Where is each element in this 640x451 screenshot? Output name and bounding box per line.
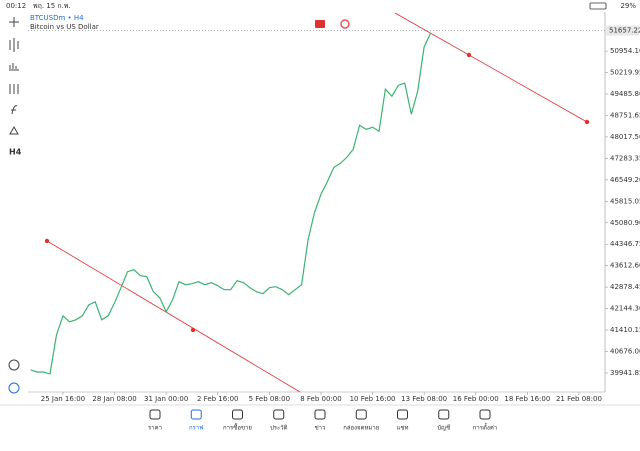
nav-icon[interactable]	[232, 409, 243, 420]
last-price-box	[606, 25, 639, 36]
nav-icon[interactable]	[149, 409, 161, 420]
nav-icon[interactable]	[273, 409, 285, 420]
y-tick-label: 39941.85	[610, 369, 640, 377]
y-tick-label: 43612.60	[610, 262, 640, 270]
nav-icon[interactable]	[438, 409, 450, 420]
trend-line[interactable]	[46, 240, 301, 393]
trend-lines	[44, 12, 590, 393]
chart-subtitle: Bitcoin vs US Dollar	[30, 23, 99, 31]
x-tick-label: 2 Feb 16:00	[197, 395, 238, 403]
y-tick-label: 42878.45	[610, 283, 640, 291]
trade-icon[interactable]	[315, 20, 325, 28]
alert-icon[interactable]	[340, 19, 350, 29]
nav-label[interactable]: แชท	[397, 425, 409, 432]
last-price-label: 51657.22	[609, 27, 640, 35]
battery-icon	[589, 2, 607, 10]
x-tick-label: 10 Feb 16:00	[350, 395, 396, 403]
trend-line[interactable]	[394, 12, 588, 123]
trend-point[interactable]	[190, 327, 196, 333]
status-date: พฤ. 15 ก.พ.	[33, 2, 71, 10]
y-tick-label: 44346.75	[610, 240, 640, 248]
x-tick-label: 8 Feb 00:00	[300, 395, 341, 403]
price-line	[30, 32, 432, 375]
trend-point[interactable]	[44, 238, 50, 244]
nav-label[interactable]: การตั้งค่า	[473, 422, 497, 432]
trend-point[interactable]	[466, 52, 472, 58]
x-tick-label: 18 Feb 16:00	[504, 395, 550, 403]
y-tick-label: 48017.50	[610, 133, 640, 141]
x-tick-label: 25 Jan 16:00	[41, 395, 85, 403]
nav-label[interactable]: กล่องจดหมาย	[343, 425, 379, 432]
nav-icon[interactable]	[479, 409, 491, 420]
x-tick-label: 21 Feb 08:00	[556, 395, 602, 403]
y-tick-label: 47283.35	[610, 154, 640, 162]
y-tick-label: 42144.30	[610, 305, 640, 313]
y-tick-label: 49485.80	[610, 90, 640, 98]
objects-tool[interactable]	[9, 125, 19, 135]
status-time: 00:12	[6, 2, 26, 10]
x-tick-label: 13 Feb 08:00	[401, 395, 447, 403]
nav-icon[interactable]	[190, 409, 202, 420]
settings-tool[interactable]	[9, 84, 19, 94]
x-tick-label: 16 Feb 00:00	[453, 395, 499, 403]
y-tick-label: 48751.65	[610, 111, 640, 119]
y-tick-label: 45080.90	[610, 219, 640, 227]
nav-icon[interactable]	[314, 409, 326, 420]
y-tick-label: 50219.95	[610, 69, 640, 77]
x-tick-label: 31 Jan 00:00	[144, 395, 188, 403]
nav-icon[interactable]	[355, 409, 367, 420]
nav-label[interactable]: บัญชี	[437, 424, 450, 432]
y-tick-label: 46549.20	[610, 176, 640, 184]
trend-point[interactable]	[584, 119, 590, 125]
chart-mode[interactable]	[8, 359, 20, 371]
y-tick-label: 40676.00	[610, 347, 640, 355]
candles-tool[interactable]	[9, 38, 19, 52]
x-tick-label: 5 Feb 08:00	[249, 395, 290, 403]
indicators-tool[interactable]	[9, 63, 19, 71]
function-tool[interactable]	[11, 105, 18, 115]
timeframe[interactable]: H4	[9, 148, 22, 157]
trade-mode[interactable]	[8, 382, 20, 394]
y-tick-label: 45815.05	[610, 197, 640, 205]
toolbar	[8, 17, 20, 394]
nav-label[interactable]: ข่าว	[315, 425, 326, 432]
nav-label[interactable]: ราคา	[148, 425, 162, 432]
y-tick-label: 50954.10	[610, 47, 640, 55]
x-tick-label: 28 Jan 08:00	[92, 395, 136, 403]
nav-label[interactable]: การซื้อขาย	[223, 422, 252, 432]
chart-title: BTCUSDm • H4	[30, 14, 84, 22]
nav-label[interactable]: ประวัติ	[270, 425, 288, 432]
nav-icon[interactable]	[397, 409, 408, 420]
nav-label[interactable]: กราฟ	[189, 425, 203, 432]
status-battery: 29%	[620, 2, 636, 10]
crosshair-tool[interactable]	[9, 17, 19, 27]
y-tick-label: 41410.15	[610, 326, 640, 334]
